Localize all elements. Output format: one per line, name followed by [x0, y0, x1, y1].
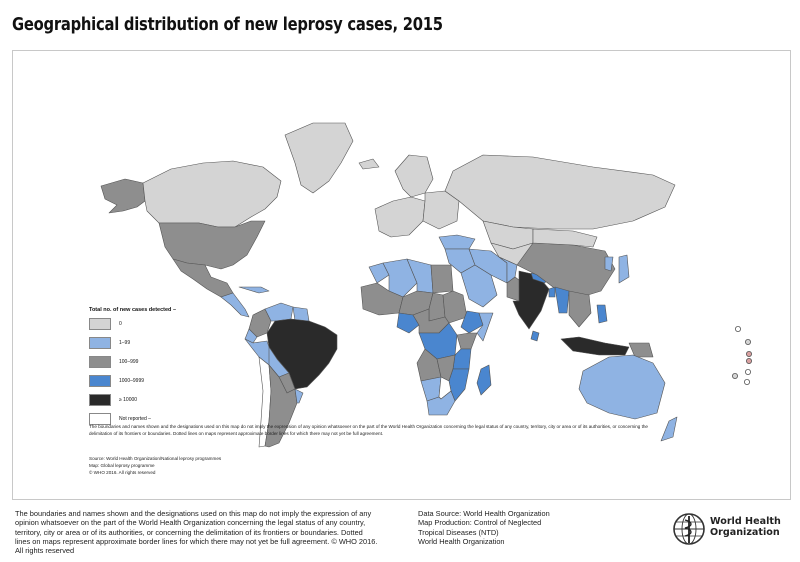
legend-item: 1–99 — [89, 336, 239, 350]
pacific-island-insets — [732, 325, 753, 385]
map-source-line: © WHO 2016. All rights reserved — [89, 469, 156, 475]
legend-swatch — [89, 337, 111, 349]
country-guianas — [292, 306, 310, 322]
country-greenland — [284, 122, 354, 194]
country-mongolia — [532, 228, 598, 248]
country-sri-lanka — [530, 330, 540, 342]
legend-label: 100–999 — [119, 359, 139, 365]
legend-swatch — [89, 394, 111, 406]
legend-item: ≥ 10000 — [89, 393, 239, 407]
legend-title: Total no. of new cases detected – — [89, 307, 177, 313]
country-western-europe — [374, 196, 426, 238]
who-name-line2: Organization — [710, 526, 780, 538]
map-source-line: Map: Global leprosy programme — [89, 462, 155, 468]
legend-swatch — [89, 356, 111, 368]
country-australia — [578, 354, 666, 420]
map-source-line: Source: World Health Organization/Nation… — [89, 456, 222, 461]
island-inset — [746, 357, 753, 364]
country-new-zealand — [660, 416, 678, 442]
world-map — [100, 122, 753, 448]
country-indonesia — [560, 336, 630, 356]
legend-label: Not reported – — [119, 416, 151, 422]
country-scandinavia — [394, 154, 434, 198]
legend-swatch — [89, 413, 111, 425]
legend-item: Not reported – — [89, 412, 239, 426]
legend-label: 0 — [119, 321, 122, 327]
map-title: Geographical distribution of new leprosy… — [12, 14, 443, 35]
country-argentina — [264, 364, 298, 448]
island-inset — [745, 338, 752, 345]
legend-swatch — [89, 318, 111, 330]
country-canada — [142, 160, 282, 228]
island-inset — [732, 372, 739, 379]
country-japan — [618, 254, 630, 284]
map-legend: Total no. of new cases detected – 0 1–99 1… — [89, 307, 239, 431]
country-egypt — [430, 264, 454, 294]
footer-data-source: Data Source: World Health Organization M… — [418, 509, 588, 546]
island-inset — [744, 378, 751, 385]
legend-item: 1000–9999 — [89, 374, 239, 388]
legend-swatch — [89, 375, 111, 387]
who-name-line1: World Health — [710, 516, 781, 527]
island-inset — [735, 325, 742, 332]
country-ethiopia — [460, 310, 484, 334]
footer-disclaimer: The boundaries and names shown and the d… — [15, 509, 378, 556]
country-philippines — [596, 304, 608, 324]
island-inset — [745, 368, 752, 375]
legend-item: 0 — [89, 317, 239, 331]
country-tanzania — [452, 348, 472, 370]
map-disclaimer: The boundaries and names shown and the d… — [89, 424, 648, 436]
island-inset — [746, 350, 753, 357]
footer-source-line: World Health Organization — [418, 536, 505, 546]
footer-source-line: Map Production: Control of Neglected — [418, 518, 542, 528]
country-turkey — [438, 234, 476, 250]
who-name: World Health Organization — [710, 516, 781, 538]
country-nigeria — [396, 312, 420, 334]
who-emblem-icon — [673, 513, 705, 545]
country-russia — [444, 154, 676, 230]
country-uruguay — [294, 388, 304, 404]
legend-item: 100–999 — [89, 355, 239, 369]
legend-label: 1–99 — [119, 340, 131, 346]
footer-source-line: Tropical Diseases (NTD) — [418, 527, 499, 537]
country-bangladesh — [548, 286, 556, 298]
country-alaska — [100, 178, 146, 214]
country-myanmar — [554, 286, 570, 314]
country-central-america — [220, 292, 250, 318]
country-iceland — [358, 158, 380, 170]
country-papua-new-guinea — [628, 342, 654, 358]
who-logo: World Health Organization — [672, 512, 792, 548]
country-kenya — [456, 332, 478, 350]
country-caribbean — [238, 286, 270, 294]
country-sudan — [442, 290, 468, 324]
footer-source-line: Data Source: World Health Organization — [418, 509, 550, 518]
country-madagascar — [476, 364, 492, 396]
country-somalia — [476, 312, 494, 342]
map-frame: Total no. of new cases detected – 0 1–99 1… — [12, 50, 791, 500]
country-southeast-asia — [568, 290, 592, 328]
legend-label: ≥ 10000 — [119, 397, 138, 403]
legend-label: 1000–9999 — [119, 378, 145, 384]
country-south-africa — [426, 390, 456, 416]
map-source: Source: World Health Organization/Nation… — [89, 456, 221, 476]
country-korea — [604, 256, 614, 272]
